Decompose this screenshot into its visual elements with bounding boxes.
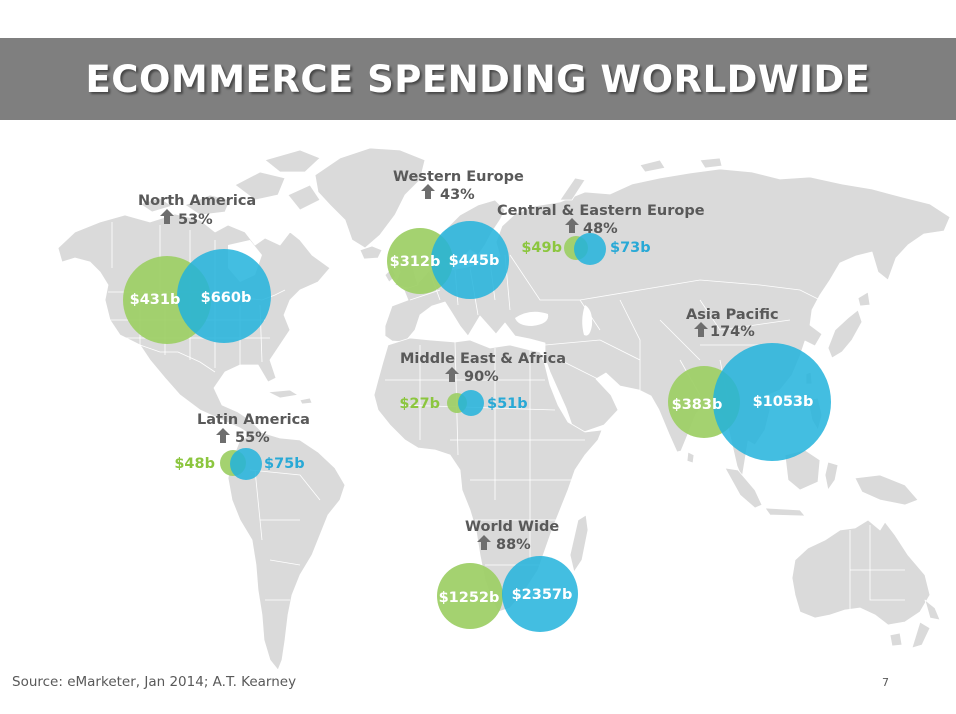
black-sea [515, 311, 549, 326]
iceland [359, 245, 383, 260]
region-title: Middle East & Africa [400, 351, 566, 367]
green-value: $49b [521, 240, 562, 256]
growth-percent: 43% [440, 187, 475, 203]
caspian-sea [582, 305, 593, 336]
growth-percent: 90% [464, 369, 499, 385]
arrow-up-icon [477, 535, 491, 550]
region-world-wide: World Wide 88% $1252b $2357b [437, 519, 578, 632]
blue-value: $51b [487, 396, 528, 412]
region-central-eastern-europe: Central & Eastern Europe 48% $49b $73b [497, 203, 705, 265]
arrow-up-icon [421, 184, 435, 199]
japan [827, 291, 871, 359]
region-title: Western Europe [393, 169, 524, 185]
region-asia-pacific: Asia Pacific 174% $383b $1053b [668, 307, 831, 461]
blue-value: $1053b [753, 394, 814, 410]
arrow-up-icon [694, 322, 708, 337]
growth-percent: 53% [178, 212, 213, 228]
continent-australia [791, 519, 931, 626]
green-value: $48b [174, 456, 215, 472]
growth-percent: 48% [583, 221, 618, 237]
arrow-up-icon [565, 218, 579, 233]
slide-title: ECOMMERCE SPENDING WORLDWIDE [85, 57, 871, 101]
new-zealand [911, 599, 941, 649]
madagascar [569, 514, 589, 573]
blue-value: $445b [449, 253, 500, 269]
arrow-up-icon [445, 367, 459, 382]
region-title: Central & Eastern Europe [497, 203, 705, 219]
indonesia [724, 449, 919, 517]
blue-bubble [458, 390, 484, 416]
region-title: Asia Pacific [686, 307, 779, 323]
blue-bubble [230, 448, 262, 480]
blue-value: $2357b [512, 587, 573, 603]
growth-percent: 174% [710, 324, 755, 340]
green-value: $383b [672, 397, 723, 413]
greenland [314, 147, 426, 249]
green-value: $1252b [439, 590, 500, 606]
blue-value: $75b [264, 456, 305, 472]
arrow-up-icon [160, 209, 174, 224]
green-value: $431b [130, 292, 181, 308]
region-middle-east-africa: Middle East & Africa 90% $27b $51b [399, 351, 566, 416]
caribbean-islands [267, 389, 313, 405]
region-title: Latin America [197, 412, 310, 428]
blue-bubble [713, 343, 831, 461]
region-western-europe: Western Europe 43% $312b $445b [387, 169, 524, 299]
green-bubble [437, 563, 503, 629]
source-note: Source: eMarketer, Jan 2014; A.T. Kearne… [12, 674, 297, 690]
russian-arctic-islands [559, 157, 723, 201]
blue-bubble [574, 233, 606, 265]
tasmania [889, 632, 903, 647]
blue-bubble [431, 221, 509, 299]
blue-bubble [177, 249, 271, 343]
blue-value: $73b [610, 240, 651, 256]
page-number: 7 [882, 676, 889, 689]
title-banner: ECOMMERCE SPENDING WORLDWIDE [0, 38, 956, 120]
arctic-islands [139, 149, 321, 216]
region-title: World Wide [465, 519, 559, 535]
growth-percent: 88% [496, 537, 531, 553]
sri-lanka [686, 451, 695, 464]
blue-value: $660b [201, 290, 252, 306]
region-north-america: North America 53% $431b $660b [123, 193, 271, 344]
region-title: North America [138, 193, 256, 209]
blue-bubble [502, 556, 578, 632]
green-value: $27b [399, 396, 440, 412]
region-latin-america: Latin America 55% $48b $75b [174, 412, 310, 480]
green-value: $312b [390, 254, 441, 270]
arrow-up-icon [216, 428, 230, 443]
growth-percent: 55% [235, 430, 270, 446]
